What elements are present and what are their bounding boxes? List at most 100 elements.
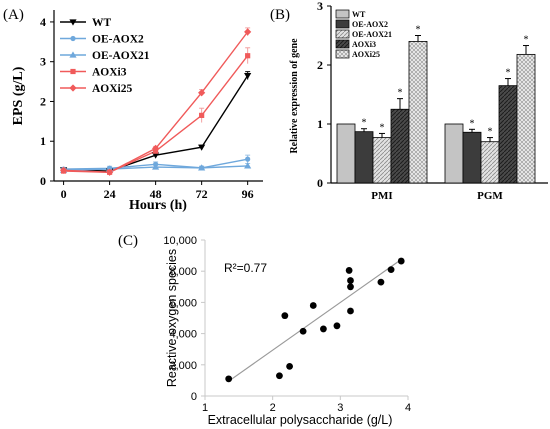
c-data-point [347, 277, 354, 284]
c-data-point [377, 278, 385, 286]
a-x-tick-label: 96 [242, 187, 254, 201]
b-legend-label: OE-AOX21 [352, 30, 392, 39]
c-data-point [345, 267, 353, 274]
a-legend-label: WT [92, 17, 112, 29]
b-bar [390, 108, 410, 184]
a-data-point [59, 166, 68, 174]
a-x-tick-label: 0 [61, 187, 67, 201]
b-significance-star: * [470, 118, 475, 129]
a-x-tick-label: 48 [150, 187, 162, 201]
panel-c-label: (C) [118, 233, 138, 249]
a-legend-label: AOXi3 [92, 67, 127, 79]
b-bar [444, 123, 464, 184]
b-y-axis-label: Relative expression of gene [289, 38, 300, 154]
c-x-tick-label: 4 [405, 402, 411, 414]
c-y-axis-label: Reactive oxygen species [165, 249, 179, 387]
a-legend-label: AOXi25 [92, 83, 133, 95]
b-legend-swatch [335, 19, 350, 29]
panel-a: (A) 0 24 48 72 96 0 1 2 3 4 WT OE-AOX2 OE-AOX21 AOXi… [3, 7, 263, 213]
a-y-tick-label: 3 [40, 55, 46, 69]
a-data-point [245, 53, 251, 59]
a-data-point [244, 73, 252, 80]
b-significance-star: * [488, 127, 493, 138]
a-data-point [245, 156, 251, 162]
b-bar [480, 141, 500, 184]
c-x-axis-label: Extracellular polysaccharide (g/L) [208, 413, 393, 427]
b-bar [408, 41, 428, 184]
b-legend-label: WT [352, 10, 366, 19]
a-legend-marker [70, 68, 76, 75]
b-significance-star: * [380, 122, 385, 133]
a-data-point [152, 144, 160, 152]
c-y-tick-label: 6,000 [169, 297, 197, 309]
a-data-point [198, 144, 206, 151]
c-data-point [281, 312, 289, 320]
b-category-label: PMI [371, 190, 392, 202]
b-y-tick-label: 3 [317, 0, 323, 13]
a-legend-marker [70, 35, 76, 42]
a-data-point [198, 89, 206, 97]
a-x-axis-label: Hours (h) [129, 198, 187, 213]
b-bar [462, 131, 482, 184]
c-y-tick-label: 4,000 [169, 329, 197, 341]
b-y-tick-label: 0 [317, 176, 323, 190]
c-data-point [299, 327, 307, 335]
a-legend-marker [69, 84, 77, 92]
c-data-point [225, 375, 233, 383]
a-y-tick-label: 1 [40, 134, 46, 148]
panel-c: (C) 1 2 3 4 0 2,000 4,000 6,000 8,000 10,000 R²=0… [118, 233, 411, 427]
c-data-point [347, 307, 354, 315]
b-legend-swatch [335, 39, 350, 49]
b-bar [354, 131, 374, 184]
c-x-tick-label: 3 [337, 402, 343, 414]
a-y-tick-label: 2 [40, 94, 46, 108]
b-category-label: PGM [477, 190, 503, 202]
a-data-point [152, 163, 160, 170]
c-data-point [286, 362, 293, 370]
c-y-tick-label: 10,000 [163, 235, 197, 247]
a-legend-label: OE-AOX2 [92, 34, 144, 46]
b-legend-label: AOXi3 [352, 40, 376, 49]
a-y-axis-label: EPS (g/L) [11, 66, 26, 125]
c-trendline [228, 259, 402, 382]
a-data-point [199, 112, 205, 118]
b-significance-star: * [362, 118, 367, 129]
a-data-point [244, 28, 252, 36]
a-x-tick-label: 72 [196, 187, 208, 201]
panel-b: (B) 0 1 2 3 * * * * PMI * * * * PGM WTOE-AOX2OE-AOX2… [270, 0, 548, 202]
b-y-tick-label: 1 [317, 117, 323, 131]
b-significance-star: * [524, 35, 529, 46]
c-data-point [397, 257, 405, 265]
c-data-point [333, 322, 341, 330]
b-legend-label: AOXi25 [352, 50, 380, 59]
b-bar [336, 123, 356, 184]
a-y-tick-label: 4 [40, 15, 46, 29]
b-significance-star: * [506, 68, 511, 79]
c-y-tick-label: 0 [191, 391, 197, 403]
b-significance-star: * [398, 88, 403, 99]
a-legend-marker [69, 19, 77, 26]
c-y-tick-label: 2,000 [169, 360, 197, 372]
b-y-tick-label: 2 [317, 58, 323, 72]
b-legend-swatch [335, 29, 350, 39]
a-x-tick-label: 24 [104, 187, 116, 201]
a-legend-marker [69, 51, 77, 58]
c-data-point [387, 266, 395, 274]
c-x-tick-label: 2 [270, 402, 276, 414]
a-data-point [152, 152, 160, 159]
a-data-point [198, 164, 206, 171]
c-x-tick-label: 1 [202, 402, 208, 414]
a-legend-label: OE-AOX21 [92, 50, 150, 62]
c-data-point [276, 372, 283, 380]
b-legend-swatch [335, 49, 350, 59]
b-legend-label: OE-AOX2 [352, 20, 388, 29]
a-y-tick-label: 0 [40, 174, 46, 188]
b-bar [516, 53, 536, 184]
c-y-tick-label: 8,000 [169, 266, 197, 278]
panel-a-label: (A) [3, 7, 24, 23]
c-r-squared-annotation: R²=0.77 [224, 261, 267, 275]
c-data-point [309, 302, 317, 309]
a-data-point [244, 162, 252, 169]
a-data-point [106, 168, 114, 176]
